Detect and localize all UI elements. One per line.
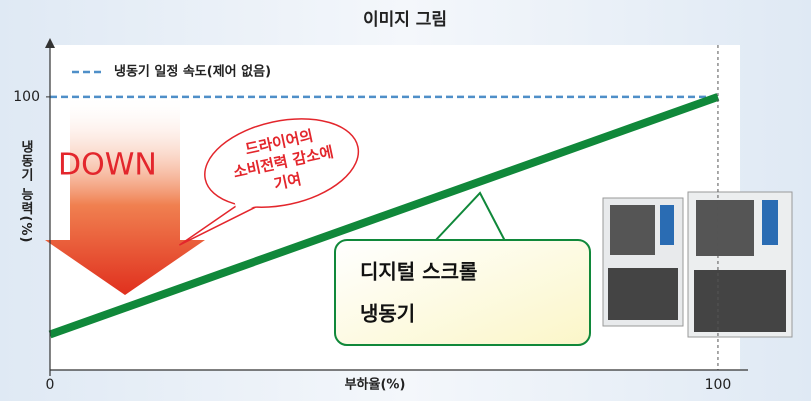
y-axis-arrow (45, 38, 55, 48)
legend-label: 냉동기 일정 속도(제어 없음) (114, 64, 271, 80)
down-label: DOWN (58, 148, 157, 183)
callout-label: 디지털 스크롤 (360, 260, 477, 284)
dryer-grille (610, 205, 655, 255)
dryers (602, 191, 793, 338)
callout-pointer (434, 191, 506, 242)
dryer-panel (660, 205, 674, 245)
bubble-label: 기여 (272, 170, 303, 193)
dryer-grille (694, 270, 786, 332)
x-tick-label: 100 (705, 377, 732, 393)
bubble-shape (204, 118, 360, 208)
dryer-panel (762, 200, 778, 245)
y-axis-label: 냉동기 능력(%) (18, 140, 33, 244)
bubble-join (233, 192, 264, 211)
y-tick-label: 100 (13, 89, 40, 105)
x-tick-label: 0 (46, 377, 55, 393)
dryer-grille (608, 268, 678, 320)
callout-label: 냉동기 (360, 302, 415, 326)
x-axis-label: 부하율(%) (345, 377, 406, 393)
series-line (48, 93, 720, 339)
chart-title: 이미지 그림 (363, 10, 447, 30)
callout-box (334, 239, 591, 346)
down-arrow (45, 95, 205, 295)
dryer-grille (696, 200, 754, 256)
